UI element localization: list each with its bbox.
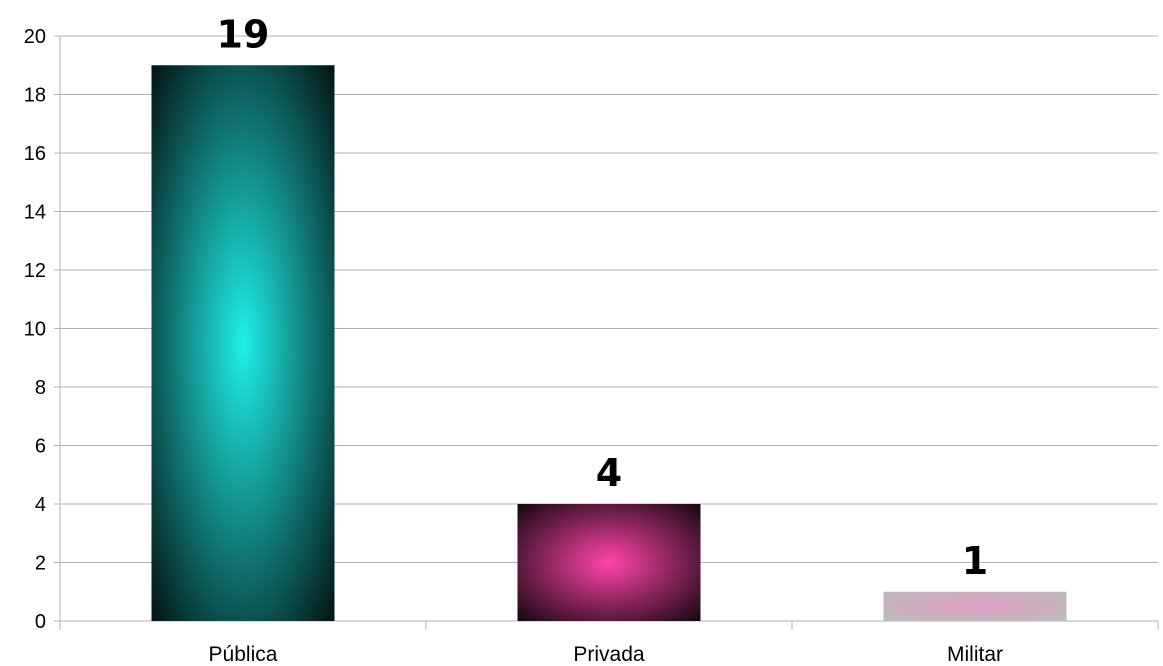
y-tick-label: 14 (24, 202, 46, 224)
y-tick-label: 18 (24, 85, 46, 107)
x-tick-label: Privada (573, 643, 645, 666)
labels: 0 2 4 6 8 10 12 14 16 18 20 19 Pública 4 Privada 1 Milit… (24, 12, 1003, 666)
data-label: 4 (596, 451, 622, 495)
y-tick-label: 10 (24, 319, 46, 341)
bar-privada (517, 504, 701, 621)
x-tick-label: Militar (947, 643, 1003, 666)
data-label: 19 (217, 12, 270, 56)
y-tick-label: 16 (24, 143, 46, 165)
bar-pública (151, 65, 335, 621)
y-tick-label: 2 (35, 553, 46, 575)
y-tick-label: 20 (24, 26, 46, 48)
bars (151, 65, 1067, 621)
data-label: 1 (962, 539, 988, 583)
y-tick-label: 8 (35, 377, 46, 399)
y-tick-label: 4 (35, 494, 46, 516)
y-tick-label: 12 (24, 260, 46, 282)
bar-militar (883, 591, 1067, 621)
y-tick-label: 6 (35, 436, 46, 458)
y-tick-label: 0 (35, 611, 46, 633)
x-tick-label: Pública (209, 643, 278, 666)
